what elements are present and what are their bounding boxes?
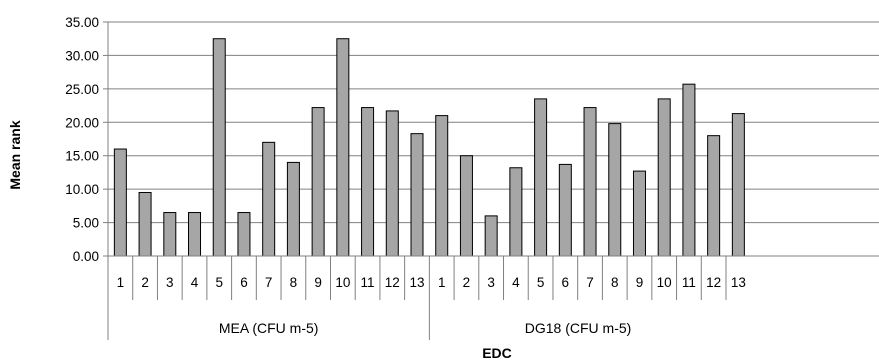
x-axis-title: EDC [482,345,512,361]
x-tick-label: 6 [562,275,570,290]
bar [459,155,473,257]
y-tick-labels: 0.00 5.00 10.00 15.00 20.00 25.00 30.00 35.00 [65,15,99,264]
x-tick-label: 8 [290,275,298,290]
bar [509,167,523,257]
bar [707,135,721,257]
x-tick-label: 4 [191,275,199,290]
group-labels: MEA (CFU m-5) DG18 (CFU m-5) [219,320,631,336]
bar [336,38,350,257]
x-tick-label: 5 [537,275,545,290]
x-tick-label: 4 [512,275,520,290]
bar [286,161,300,257]
bar [410,133,424,257]
bar [534,98,548,257]
y-tick-label: 20.00 [65,115,99,130]
x-tick-label: 2 [141,275,149,290]
x-tick-label: 10 [335,275,350,290]
x-tick-label: 9 [636,275,644,290]
y-tick-label: 35.00 [65,15,99,30]
x-tick-label: 12 [706,275,721,290]
bar [731,113,745,257]
x-tick-label: 2 [463,275,471,290]
axes [103,21,879,340]
x-tick-label: 12 [385,275,400,290]
group-label: DG18 (CFU m-5) [525,320,632,336]
bar [583,107,597,257]
x-tick-label: 13 [409,275,424,290]
bar [558,163,572,257]
x-tick-label: 7 [586,275,594,290]
bar [385,110,399,257]
bars [113,38,745,257]
bar [682,83,696,257]
x-tick-label: 11 [682,275,696,290]
bar [608,123,622,257]
bar [237,212,251,257]
x-tick-label: 1 [438,275,446,290]
grid-lines [108,21,879,224]
x-tick-label: 5 [215,275,223,290]
bar [657,98,671,257]
x-tick-label: 3 [166,275,174,290]
x-tick-label: 3 [487,275,495,290]
group-label: MEA (CFU m-5) [219,320,319,336]
bar [188,212,202,257]
bar [361,107,375,257]
x-tick-label: 6 [240,275,248,290]
bar [632,170,646,257]
y-tick-label: 25.00 [65,82,99,97]
y-tick-label: 0.00 [73,249,99,264]
x-tick-label: 13 [731,275,746,290]
x-tick-label: 1 [117,275,125,290]
x-tick-label: 9 [314,275,322,290]
bar [484,215,498,257]
y-tick-label: 15.00 [65,149,99,164]
bar [262,141,276,257]
x-tick-labels: 1 2 3 4 5 6 7 8 9 10 11 12 13 1 2 3 4 5 6 7 8 9 10 11 12 13 [117,275,746,290]
x-tick-label: 10 [657,275,672,290]
y-tick-label: 10.00 [65,182,99,197]
bar [311,107,325,257]
y-axis-title: Mean rank [7,120,23,189]
y-tick-label: 30.00 [65,48,99,63]
x-tick-label: 7 [265,275,273,290]
bar [138,191,152,257]
bar [212,38,226,257]
x-tick-label: 8 [611,275,619,290]
bar [163,212,177,257]
x-tick-label: 11 [361,275,375,290]
bar [435,115,449,257]
bar [113,148,127,257]
y-tick-label: 5.00 [73,216,99,231]
